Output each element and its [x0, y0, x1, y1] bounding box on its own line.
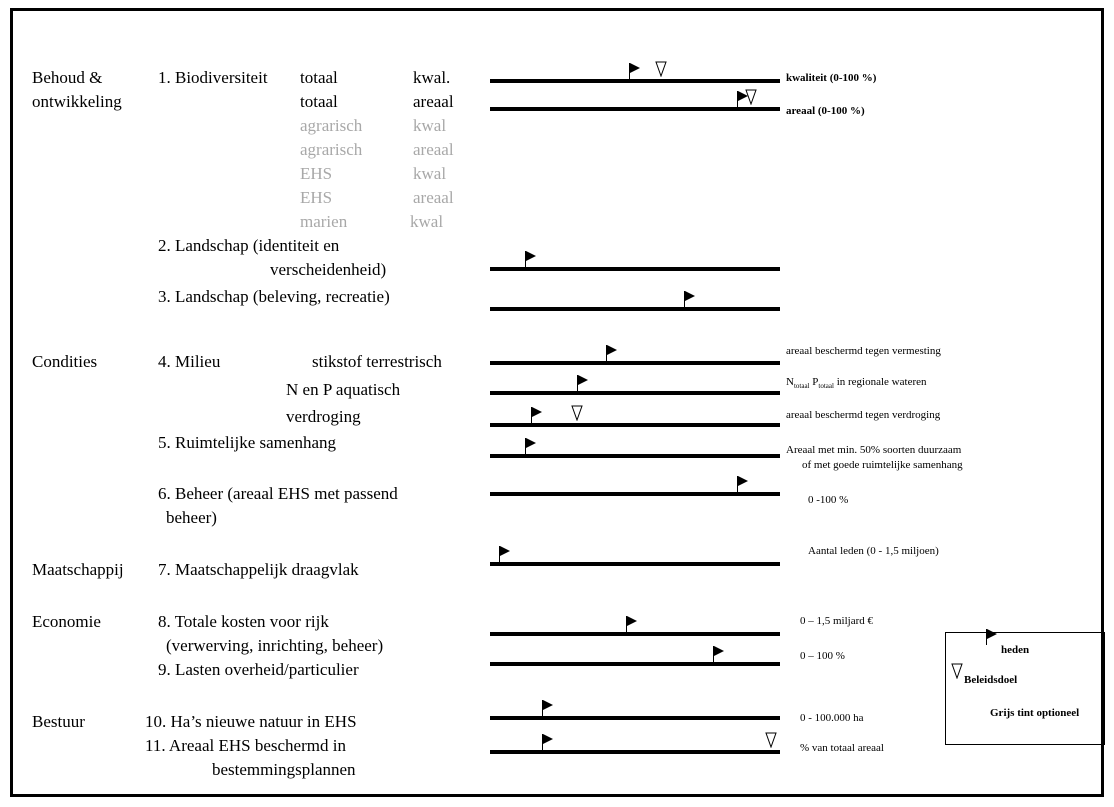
scale-6: 0 -100 %: [808, 494, 849, 506]
indicator-bar: [490, 454, 780, 458]
scale-4-np: Ntotaal Ptotaal in regionale wateren: [786, 376, 927, 391]
indicator-bar: [490, 107, 780, 111]
item-2-line2: verscheidenheid): [270, 260, 387, 279]
item-8-line2: (verwerving, inrichting, beheer): [166, 636, 384, 655]
scale-8: 0 – 1,5 miljard €: [800, 615, 874, 627]
category-bestuur: Bestuur: [32, 712, 85, 731]
legend-box: heden Beleidsdoel Grijs tint optioneel: [945, 629, 1105, 745]
heden-flag-icon: [577, 375, 589, 391]
category-behoud-line2: ontwikkeling: [32, 92, 122, 111]
heden-flag-icon: [525, 251, 537, 267]
indicator-bar: [490, 662, 780, 666]
item-1-row-scope: agrarisch: [300, 116, 363, 135]
item-4-np: N en P aquatisch: [286, 380, 401, 399]
category-behoud-line1: Behoud &: [32, 68, 103, 87]
indicator-bar: [490, 267, 780, 271]
scale-4-verdroging: areaal beschermd tegen verdroging: [786, 409, 941, 421]
heden-flag-icon: [542, 700, 554, 716]
heden-flag-icon: [542, 734, 554, 750]
indicator-bar: [490, 632, 780, 636]
flag-icon: [986, 629, 998, 645]
indicator-bar: [490, 492, 780, 496]
indicator-bar: [490, 361, 780, 365]
scale-1-kwaliteit: kwaliteit (0-100 %): [786, 72, 877, 84]
category-economie: Economie: [32, 612, 101, 631]
item-1-row-scope: totaal: [300, 92, 338, 111]
item-2-line1: 2. Landschap (identiteit en: [158, 236, 340, 255]
item-11-line1: 11. Areaal EHS beschermd in: [145, 736, 346, 755]
heden-flag-icon: [737, 476, 749, 492]
heden-flag-icon: [629, 63, 641, 79]
item-1-row-scope: EHS: [300, 164, 333, 183]
triangle-down-icon: [951, 663, 963, 679]
beleidsdoel-triangle-icon: [571, 405, 583, 421]
item-3-label: 3. Landschap (beleving, recreatie): [158, 287, 390, 306]
item-4-verdroging: verdroging: [286, 407, 361, 426]
legend-heden: heden: [1001, 644, 1030, 656]
category-maatschappij: Maatschappij: [32, 560, 124, 579]
heden-flag-icon: [737, 91, 749, 107]
heden-flag-icon: [499, 546, 511, 562]
scale-1-areaal: areaal (0-100 %): [786, 105, 865, 117]
item-1-row-scope: marien: [300, 212, 348, 231]
scale-5-line1: Areaal met min. 50% soorten duurzaam: [786, 444, 962, 456]
scale-9: 0 – 100 %: [800, 650, 845, 662]
scale-4-vermesting: areaal beschermd tegen vermesting: [786, 345, 941, 357]
item-1-row-measure: areaal: [413, 92, 454, 111]
item-7-label: 7. Maatschappelijk draagvlak: [158, 560, 359, 579]
scale-11: % van totaal areaal: [800, 742, 884, 754]
category-condities: Condities: [32, 352, 98, 371]
legend-grijs: Grijs tint optioneel: [990, 707, 1080, 719]
item-6-line1: 6. Beheer (areaal EHS met passend: [158, 484, 398, 503]
heden-flag-icon: [606, 345, 618, 361]
item-1-row-scope: EHS: [300, 188, 333, 207]
indicator-bar: [490, 750, 780, 754]
item-11-line2: bestemmingsplannen: [212, 760, 356, 779]
item-1-label: 1. Biodiversiteit: [158, 68, 268, 87]
indicator-bar: [490, 423, 780, 427]
item-1-row-measure: kwal: [413, 116, 447, 135]
beleidsdoel-triangle-icon: [655, 61, 667, 77]
item-9-label: 9. Lasten overheid/particulier: [158, 660, 359, 679]
item-10-label: 10. Ha’s nieuwe natuur in EHS: [145, 712, 357, 731]
legend-beleidsdoel: Beleidsdoel: [964, 674, 1018, 686]
indicator-bar: [490, 562, 780, 566]
heden-flag-icon: [531, 407, 543, 423]
heden-flag-icon: [713, 646, 725, 662]
item-1-row-scope: agrarisch: [300, 140, 363, 159]
item-8-line1: 8. Totale kosten voor rijk: [158, 612, 329, 631]
item-5-label: 5. Ruimtelijke samenhang: [158, 433, 336, 452]
item-4-stikstof: stikstof terrestrisch: [312, 352, 442, 371]
item-1-row-measure: kwal: [413, 164, 447, 183]
item-1-row-measure: areaal: [413, 140, 454, 159]
item-1-row-measure: kwal.: [413, 68, 451, 87]
scale-7: Aantal leden (0 - 1,5 miljoen): [808, 545, 939, 557]
item-1-row-scope: totaal: [300, 68, 338, 87]
item-1-row-measure: kwal: [410, 212, 444, 231]
indicator-bar: [490, 716, 780, 720]
indicator-bar: [490, 307, 780, 311]
indicator-bar: [490, 391, 780, 395]
item-4-label: 4. Milieu: [158, 352, 221, 371]
heden-flag-icon: [626, 616, 638, 632]
scale-10: 0 - 100.000 ha: [800, 712, 864, 724]
scale-5-line2: of met goede ruimtelijke samenhang: [802, 459, 963, 471]
item-6-line2: beheer): [166, 508, 217, 527]
indicator-bar: [490, 79, 780, 83]
heden-flag-icon: [684, 291, 696, 307]
beleidsdoel-triangle-icon: [745, 89, 757, 105]
beleidsdoel-triangle-icon: [765, 732, 777, 748]
item-1-row-measure: areaal: [413, 188, 454, 207]
heden-flag-icon: [525, 438, 537, 454]
